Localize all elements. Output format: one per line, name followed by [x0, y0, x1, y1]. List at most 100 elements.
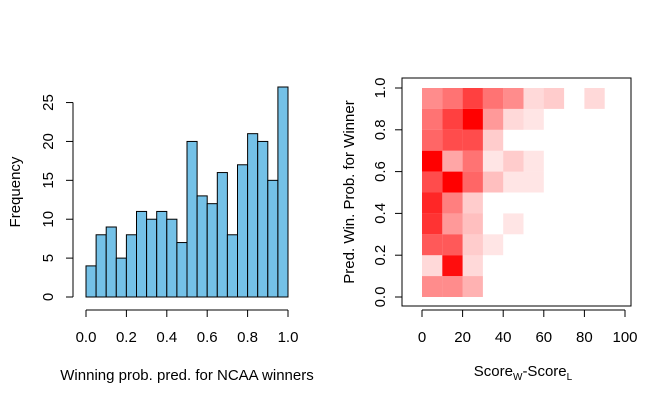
histogram-bar	[206, 203, 218, 298]
heatmap-cell	[422, 276, 443, 297]
heatmap-cell	[442, 192, 463, 214]
histogram-bar	[186, 140, 198, 298]
heatmap-cell	[462, 108, 483, 130]
heatmap-x-label-sub-l: L	[567, 372, 573, 383]
heatmap-cell	[462, 88, 483, 109]
heatmap-cell	[462, 171, 483, 193]
heatmap-cell	[462, 129, 483, 151]
heatmap-cell	[422, 88, 443, 109]
heatmap-cell	[482, 129, 504, 151]
heatmap-x-label: ScoreW-ScoreL	[474, 363, 573, 383]
heatmap-x-tick-label: 40	[495, 329, 512, 346]
histogram-bars	[85, 86, 289, 298]
histogram-bar	[267, 179, 279, 298]
heatmap-cell	[442, 255, 463, 277]
heatmap-cell	[523, 108, 544, 130]
heatmap-cell	[482, 171, 504, 193]
heatmap-cells	[422, 88, 605, 297]
heatmap-cell	[482, 108, 504, 130]
heatmap-cell	[462, 255, 483, 277]
histogram-y-tick-label: 15	[40, 172, 57, 189]
histogram-y-tick-label: 20	[40, 133, 57, 150]
histogram-y-label: Frequency	[7, 156, 24, 227]
heatmap-cell	[442, 213, 463, 235]
heatmap-cell	[482, 88, 504, 109]
heatmap-cell	[462, 234, 483, 256]
heatmap-cell	[422, 108, 443, 130]
histogram-x-tick-label: 0.4	[156, 329, 177, 346]
histogram-y-tick-label: 5	[40, 254, 57, 262]
heatmap-y-tick-label: 0.6	[372, 161, 389, 182]
histogram-bar	[277, 86, 289, 298]
heatmap-cell	[462, 150, 483, 172]
histogram-bar	[257, 140, 269, 298]
heatmap-cell	[462, 276, 483, 297]
histogram-bar	[226, 234, 238, 298]
heatmap-cell	[422, 234, 443, 256]
histogram-x-axis: 0.0 0.2 0.4 0.6 0.8 1.0	[76, 309, 299, 346]
histogram-x-tick-label: 0.8	[237, 329, 258, 346]
heatmap-cell	[442, 234, 463, 256]
histogram-panel: 0.0 0.2 0.4 0.6 0.8 1.0 0 5 10 15 20 25 Winning pr…	[7, 86, 314, 384]
heatmap-cell	[503, 171, 524, 193]
heatmap-x-label-score-w: Score	[474, 363, 513, 380]
heatmap-cell	[503, 213, 524, 235]
heatmap-cell	[422, 150, 443, 172]
histogram-bar	[196, 195, 208, 298]
heatmap-cell	[422, 192, 443, 214]
heatmap-cell	[422, 255, 443, 277]
heatmap-cell	[523, 150, 544, 172]
heatmap-cell	[442, 88, 463, 109]
histogram-bar	[247, 133, 259, 298]
heatmap-cell	[543, 88, 565, 109]
heatmap-x-tick-label: 80	[576, 329, 593, 346]
heatmap-plot-border	[401, 77, 632, 307]
histogram-y-tick-label: 0	[40, 293, 57, 301]
heatmap-y-axis: 0.0 0.2 0.4 0.6 0.8 1.0	[372, 78, 402, 308]
histogram-x-tick-label: 0.0	[76, 329, 97, 346]
heatmap-cell	[503, 88, 524, 109]
heatmap-cell	[503, 150, 524, 172]
heatmap-cell	[462, 213, 483, 235]
histogram-bar	[146, 218, 158, 298]
heatmap-cell	[442, 276, 463, 297]
heatmap-y-tick-label: 1.0	[372, 78, 389, 99]
histogram-bar	[216, 172, 228, 298]
heatmap-x-tick-label: 60	[535, 329, 552, 346]
heatmap-cell	[462, 192, 483, 214]
histogram-bar	[176, 242, 188, 298]
histogram-x-tick-label: 1.0	[278, 329, 299, 346]
heatmap-cell	[422, 213, 443, 235]
heatmap-cell	[523, 88, 544, 109]
histogram-y-tick-label: 25	[40, 94, 57, 111]
histogram-bar	[85, 265, 97, 298]
heatmap-y-tick-label: 0.4	[372, 203, 389, 224]
heatmap-x-tick-label: 20	[454, 329, 471, 346]
heatmap-cell	[422, 171, 443, 193]
heatmap-cell	[503, 108, 524, 130]
heatmap-cell	[584, 88, 605, 109]
histogram-bar	[95, 234, 107, 298]
heatmap-cell	[442, 150, 463, 172]
histogram-y-axis: 0 5 10 15 20 25	[40, 94, 74, 301]
heatmap-y-tick-label: 0.8	[372, 119, 389, 140]
histogram-bar	[125, 234, 138, 298]
histogram-bar	[237, 164, 249, 298]
heatmap-x-tick-label: 0	[418, 329, 426, 346]
histogram-bar	[115, 257, 127, 298]
heatmap-x-axis: 0 20 40 60 80 100	[418, 309, 638, 346]
heatmap-cell	[442, 129, 463, 151]
heatmap-panel: 0 20 40 60 80 100 0.0 0.2 0.4 0.6 0.8 1.0 ScoreW-S…	[341, 77, 638, 383]
histogram-bar	[136, 210, 148, 298]
heatmap-y-label: Pred. Win. Prob. for Winner	[341, 100, 358, 283]
heatmap-y-tick-label: 0.0	[372, 287, 389, 308]
heatmap-cell	[422, 129, 443, 151]
heatmap-y-tick-label: 0.2	[372, 245, 389, 266]
histogram-bar	[105, 226, 117, 298]
histogram-x-tick-label: 0.6	[197, 329, 218, 346]
heatmap-x-label-score-l: -Score	[522, 363, 566, 380]
histogram-x-label: Winning prob. pred. for NCAA winners	[60, 367, 313, 384]
histogram-bar	[156, 210, 168, 298]
heatmap-cell	[482, 150, 504, 172]
